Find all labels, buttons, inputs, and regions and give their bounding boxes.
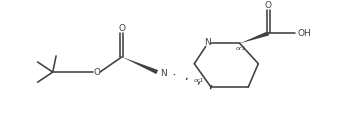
Text: O: O bbox=[93, 68, 100, 77]
Text: or1: or1 bbox=[236, 46, 247, 51]
Text: OH: OH bbox=[298, 29, 312, 38]
Polygon shape bbox=[122, 57, 158, 74]
Text: O: O bbox=[118, 24, 125, 33]
Text: N: N bbox=[204, 38, 211, 47]
Text: O: O bbox=[265, 1, 272, 10]
Text: or1: or1 bbox=[194, 78, 204, 83]
Text: N: N bbox=[160, 69, 167, 78]
Polygon shape bbox=[240, 31, 269, 43]
